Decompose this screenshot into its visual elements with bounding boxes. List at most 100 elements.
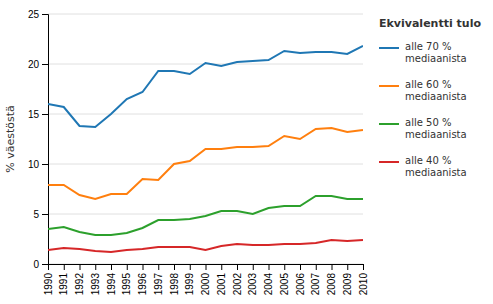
x-tick-mark [143, 264, 144, 270]
x-tick: 2009 [342, 264, 353, 295]
x-tick: 2005 [279, 264, 290, 295]
series-line [48, 240, 363, 252]
legend-label-line: alle 60 % [405, 79, 451, 90]
x-tick: 2007 [310, 264, 321, 295]
y-tick-mark [42, 114, 48, 115]
x-tick-label: 2002 [232, 273, 243, 296]
x-tick-mark [347, 264, 348, 270]
legend-item: alle 60 %mediaanista [379, 79, 467, 102]
x-tick: 1996 [137, 264, 148, 295]
x-tick: 2006 [295, 264, 306, 295]
x-tick: 2010 [358, 264, 369, 295]
x-tick-mark [158, 264, 159, 270]
legend: Ekvivalentti tuloalle 70 %mediaanistaall… [379, 17, 481, 178]
legend-label: alle 40 %mediaanista [405, 155, 467, 178]
x-tick-mark [111, 264, 112, 270]
x-tick: 1990 [43, 264, 54, 295]
y-tick: 10 [28, 159, 48, 170]
x-tick-mark [64, 264, 65, 270]
y-tick-mark [42, 164, 48, 165]
legend-label-line: mediaanista [405, 91, 467, 102]
x-tick: 2004 [263, 264, 274, 295]
x-tick-label: 2007 [310, 273, 321, 296]
x-tick-mark [237, 264, 238, 270]
legend-label-line: alle 40 % [405, 155, 451, 166]
legend-title: Ekvivalentti tulo [379, 17, 481, 30]
x-tick: 1998 [169, 264, 180, 295]
chart: 0510152025199019911992199319941995199619… [0, 0, 493, 304]
y-tick: 5 [33, 209, 48, 220]
lines [48, 46, 363, 252]
y-tick-label: 0 [33, 259, 39, 270]
x-tick-label: 2005 [279, 273, 290, 296]
x-tick: 2002 [232, 264, 243, 295]
legend-label: alle 70 %mediaanista [405, 41, 467, 64]
x-tick-label: 1993 [90, 273, 101, 296]
chart-container: 0510152025199019911992199319941995199619… [0, 0, 493, 304]
legend-item: alle 50 %mediaanista [379, 117, 467, 140]
x-tick-label: 1996 [137, 273, 148, 296]
y-tick-label: 5 [33, 209, 39, 220]
x-tick-label: 1999 [184, 273, 195, 296]
y-tick-label: 25 [28, 9, 40, 20]
x-tick-mark [363, 264, 364, 270]
x-tick: 1993 [90, 264, 101, 295]
series-line [48, 196, 363, 235]
x-tick: 1995 [121, 264, 132, 295]
x-tick-mark [332, 264, 333, 270]
x-tick: 1997 [153, 264, 164, 295]
y-tick: 0 [33, 259, 48, 270]
x-tick-mark [190, 264, 191, 270]
x-tick-mark [48, 264, 49, 270]
x-tick-label: 1994 [106, 273, 117, 296]
x-tick-mark [316, 264, 317, 270]
x-tick-label: 2006 [295, 273, 306, 296]
x-tick-label: 2010 [358, 273, 369, 296]
y-tick-label: 15 [28, 109, 40, 120]
legend-label-line: alle 70 % [405, 41, 451, 52]
x-tick-mark [95, 264, 96, 270]
plot-area: 0510152025199019911992199319941995199619… [4, 9, 369, 296]
x-tick-mark [221, 264, 222, 270]
x-tick-mark [269, 264, 270, 270]
x-tick-mark [80, 264, 81, 270]
grid-line [48, 14, 363, 15]
legend-label-line: mediaanista [405, 129, 467, 140]
legend-label: alle 60 %mediaanista [405, 79, 467, 102]
x-tick-label: 2001 [216, 273, 227, 296]
legend-swatch [379, 47, 399, 49]
x-axis-line [49, 265, 364, 271]
x-tick-label: 1992 [74, 273, 85, 296]
y-tick: 25 [28, 9, 48, 20]
legend-label-line: mediaanista [405, 167, 467, 178]
x-tick-label: 1995 [121, 273, 132, 296]
y-tick: 20 [28, 59, 48, 70]
y-tick-label: 20 [28, 59, 40, 70]
x-tick-label: 1990 [43, 273, 54, 296]
x-tick-mark [174, 264, 175, 270]
grid-line [48, 114, 363, 115]
y-tick-mark [42, 14, 48, 15]
x-tick-label: 2003 [247, 273, 258, 296]
legend-label-line: mediaanista [405, 53, 467, 64]
x-tick: 2003 [247, 264, 258, 295]
x-tick: 1992 [74, 264, 85, 295]
legend-swatch [379, 123, 399, 125]
series-line [48, 128, 363, 199]
series-line [48, 46, 363, 127]
x-axis: 1990 1991 1992 1993 1994 1995 1996 1997 1998 1999… [43, 264, 369, 295]
legend-label-line: alle 50 % [405, 117, 451, 128]
x-tick-label: 1991 [58, 273, 69, 296]
x-tick-label: 2009 [342, 273, 353, 296]
grid [48, 14, 363, 264]
y-tick-mark [42, 214, 48, 215]
x-tick-label: 2004 [263, 273, 274, 296]
x-tick: 1994 [106, 264, 117, 295]
legend-swatch [379, 85, 399, 87]
y-tick-mark [42, 64, 48, 65]
legend-swatch [379, 161, 399, 163]
x-tick-mark [253, 264, 254, 270]
legend-item: alle 40 %mediaanista [379, 155, 467, 178]
y-tick-mark [42, 264, 48, 265]
y-axis: 0 5 10 15 20 25 [28, 9, 49, 270]
